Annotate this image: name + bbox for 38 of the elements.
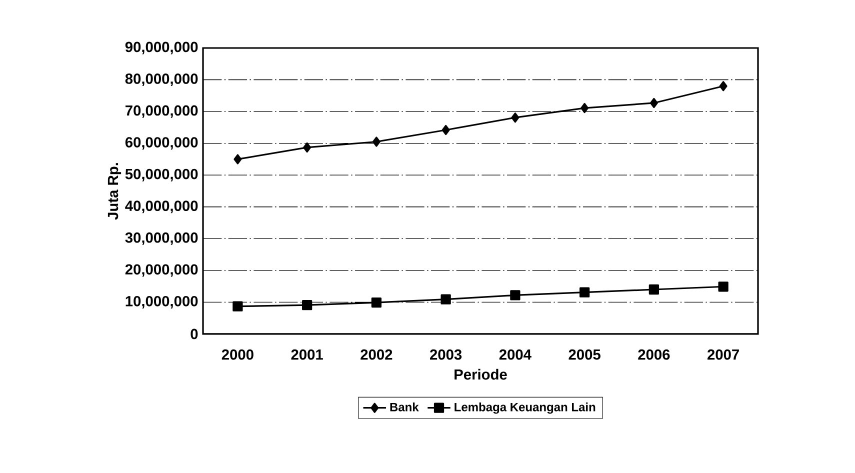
y-tick-label: 20,000,000	[125, 264, 198, 277]
x-tick-label: 2005	[568, 349, 600, 360]
point	[719, 81, 728, 92]
point	[580, 287, 590, 298]
point	[650, 98, 658, 108]
y-tick-label: 10,000,000	[126, 296, 198, 308]
point	[302, 300, 312, 310]
point	[648, 284, 660, 295]
y-tick-label: 0	[190, 328, 198, 340]
point	[511, 112, 520, 123]
y-tick-label: 50,000,000	[125, 168, 198, 182]
x-axis-title: Periode	[454, 368, 507, 380]
x-tick-label: 2003	[430, 349, 462, 360]
point	[580, 102, 589, 114]
point	[372, 136, 380, 147]
y-tick-label: 30,000,000	[125, 232, 198, 245]
x-tick-label: 2007	[708, 349, 739, 360]
point	[442, 124, 450, 136]
legend-label: Lembaga Keuangan Lain	[454, 402, 596, 414]
x-tick-label: 2006	[638, 349, 670, 360]
point	[440, 294, 451, 304]
y-tick-label: 60,000,000	[125, 137, 198, 150]
y-tick-label: 80,000,000	[125, 74, 198, 86]
x-tick-label: 2002	[360, 349, 392, 360]
point	[232, 301, 243, 312]
point	[718, 282, 728, 292]
y-tick-label: 70,000,000	[126, 105, 198, 118]
y-tick-label: 40,000,000	[125, 200, 198, 214]
point	[510, 290, 520, 300]
x-tick-label: 2004	[499, 349, 532, 360]
point	[371, 297, 382, 308]
point	[303, 142, 312, 153]
x-tick-label: 2001	[291, 349, 323, 360]
point	[234, 154, 242, 164]
legend-label: Bank	[390, 402, 419, 412]
x-tick-label: 2000	[222, 349, 254, 360]
y-axis-title: Juta Rp.	[108, 163, 122, 220]
y-tick-label: 90,000,000	[125, 42, 198, 54]
